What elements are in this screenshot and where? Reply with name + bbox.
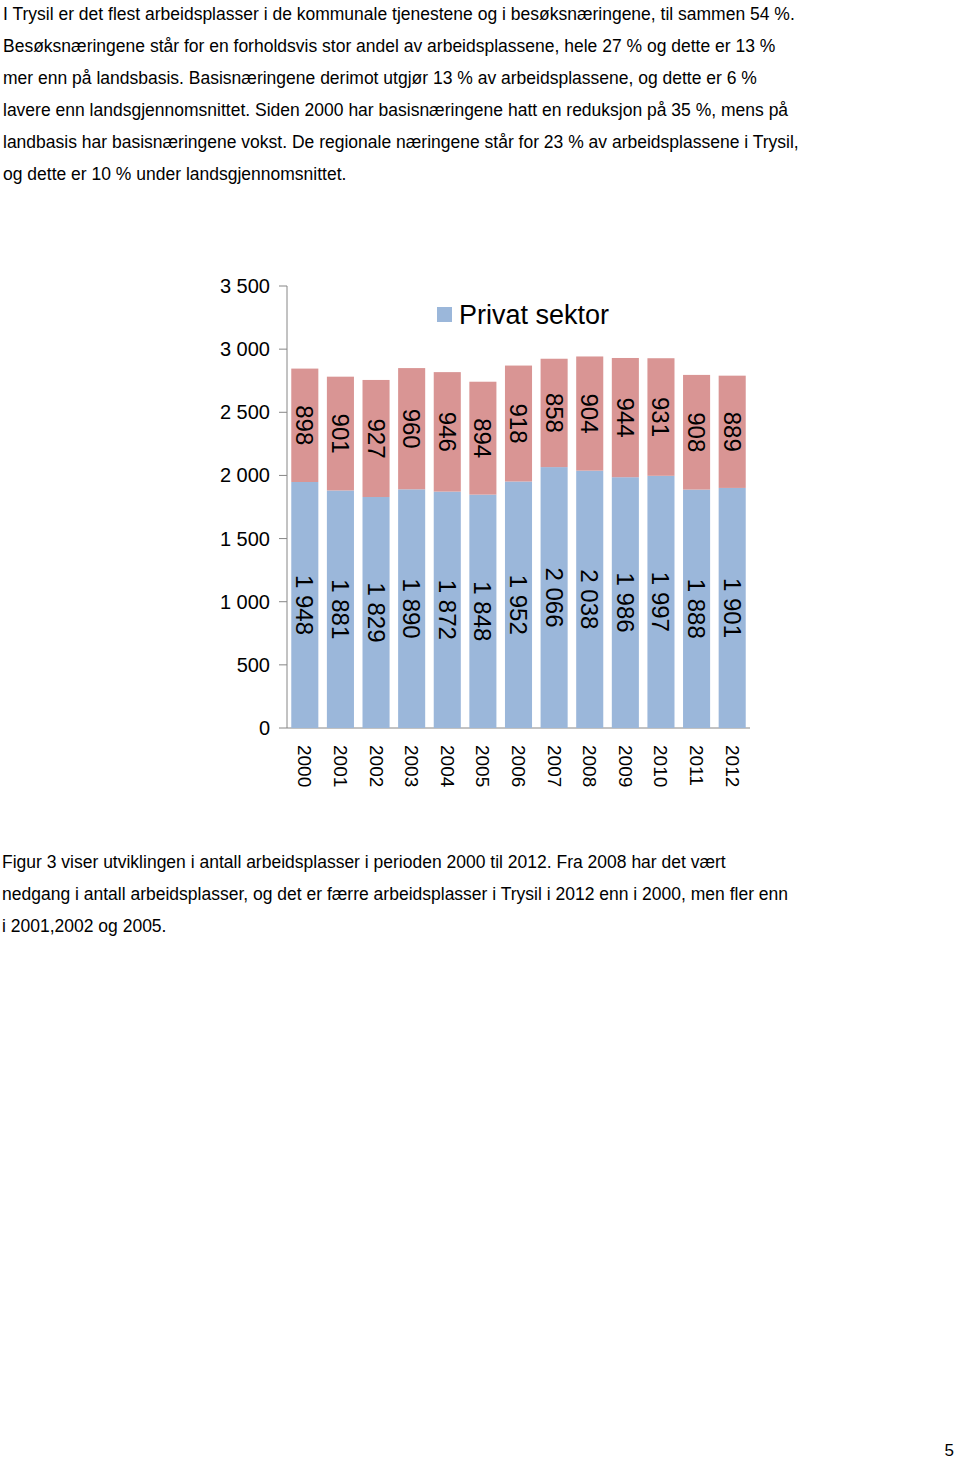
x-tick-label: 2000 (294, 745, 315, 787)
bar-segment (719, 488, 746, 728)
bar-segment (363, 380, 390, 497)
y-tick (279, 728, 287, 729)
caption-line: Figur 3 viser utviklingen i antall arbei… (2, 852, 726, 872)
bar-segment (398, 489, 425, 728)
y-tick (279, 412, 287, 413)
y-tick-label: 1 000 (220, 591, 270, 613)
x-tick-label: 2010 (650, 745, 671, 787)
page: I Trysil er det flest arbeidsplasser i d… (0, 0, 960, 1468)
data-label: 894 (469, 418, 496, 458)
y-tick-label: 2 000 (220, 464, 270, 486)
y-tick (279, 538, 287, 539)
intro-line: mer enn på landsbasis. Basisnæringene de… (3, 68, 757, 88)
bar-segment (327, 377, 354, 491)
data-label: 1 986 (612, 573, 639, 633)
data-label: 960 (398, 409, 425, 449)
data-label: 1 948 (291, 575, 318, 635)
data-label: 889 (719, 412, 746, 452)
y-tick-label: 0 (259, 717, 270, 739)
x-tick-label: 2004 (437, 745, 458, 788)
y-tick-label: 1 500 (220, 528, 270, 550)
y-tick-label: 3 500 (220, 275, 270, 297)
y-axis (287, 286, 288, 728)
data-label: 1 872 (434, 580, 461, 640)
x-tick-label: 2011 (686, 745, 707, 786)
bar-segment (327, 490, 354, 728)
y-tick-label: 500 (237, 654, 270, 676)
intro-line: og dette er 10 % under landsgjennomsnitt… (3, 164, 346, 184)
data-label: 1 952 (505, 575, 532, 635)
page-number: 5 (945, 1441, 954, 1460)
bar-segment (505, 481, 532, 728)
data-label: 1 888 (683, 579, 710, 639)
data-label: 904 (576, 394, 603, 434)
x-tick-label: 2003 (401, 745, 422, 787)
bar-segment (398, 368, 425, 489)
data-label: 1 829 (363, 582, 390, 642)
data-label: 858 (541, 393, 568, 433)
caption-line: nedgang i antall arbeidsplasser, og det … (2, 884, 788, 904)
data-label: 901 (327, 414, 354, 454)
x-tick-label: 2005 (472, 745, 493, 787)
bar-segment (647, 358, 674, 476)
bars (291, 356, 745, 728)
x-tick-label: 2001 (330, 745, 351, 787)
bar-segment (505, 366, 532, 482)
bar-segment (541, 467, 568, 728)
intro-line: Besøksnæringene står for en forholdsvis … (3, 36, 775, 56)
bar-segment (291, 369, 318, 482)
legend-swatch (437, 307, 452, 322)
data-labels: 1 948 1 881 1 829 1 890 1 872 1 848 1 952 2 066… (291, 393, 745, 643)
data-label: 1 997 (647, 572, 674, 632)
intro-line: I Trysil er det flest arbeidsplasser i d… (3, 4, 795, 24)
data-label: 1 901 (719, 578, 746, 638)
intro-line: lavere enn landsgjennomsnittet. Siden 20… (3, 100, 788, 120)
bar-segment (647, 476, 674, 728)
data-label: 2 066 (541, 568, 568, 628)
bar-segment (683, 375, 710, 490)
bar-segment (612, 358, 639, 477)
y-tick (279, 349, 287, 350)
data-label: 927 (363, 418, 390, 458)
bar-segment (469, 495, 496, 728)
x-tick-label: 2007 (544, 745, 565, 787)
data-label: 946 (434, 412, 461, 452)
bar-segment (469, 382, 496, 495)
x-tick-label: 2012 (722, 745, 743, 787)
x-tick-label: 2009 (615, 745, 636, 787)
data-label: 918 (505, 404, 532, 444)
bar-segment (291, 482, 318, 728)
y-tick (279, 601, 287, 602)
bar-segment (719, 376, 746, 488)
data-label: 1 848 (469, 581, 496, 641)
intro-line: landbasis har basisnæringene vokst. De r… (3, 132, 799, 152)
x-tick-label: 2002 (366, 745, 387, 787)
caption-line: i 2001,2002 og 2005. (2, 916, 166, 936)
data-label: 1 890 (398, 579, 425, 639)
legend-label: Privat sektor (459, 300, 609, 330)
y-tick-label: 2 500 (220, 401, 270, 423)
y-tick (279, 664, 287, 665)
bar-segment (612, 477, 639, 728)
x-tick-label: 2006 (508, 745, 529, 787)
data-label: 1 881 (327, 579, 354, 639)
bar-segment (363, 497, 390, 728)
bar-segment (541, 359, 568, 467)
data-label: 2 038 (576, 569, 603, 629)
bar-segment (576, 356, 603, 470)
y-tick (279, 286, 287, 287)
x-tick-label: 2008 (579, 745, 600, 787)
chart: 05001 0001 5002 0002 5003 0003 5001 9481… (220, 275, 750, 788)
y-tick (279, 475, 287, 476)
data-label: 898 (291, 405, 318, 445)
bar-segment (434, 492, 461, 728)
data-label: 931 (647, 397, 674, 437)
legend: Privat sektor (437, 300, 609, 330)
data-label: 908 (683, 412, 710, 452)
bar-segment (683, 490, 710, 728)
bar-segment (576, 471, 603, 728)
y-tick-label: 3 000 (220, 338, 270, 360)
data-label: 944 (612, 398, 639, 438)
bar-segment (434, 372, 461, 491)
